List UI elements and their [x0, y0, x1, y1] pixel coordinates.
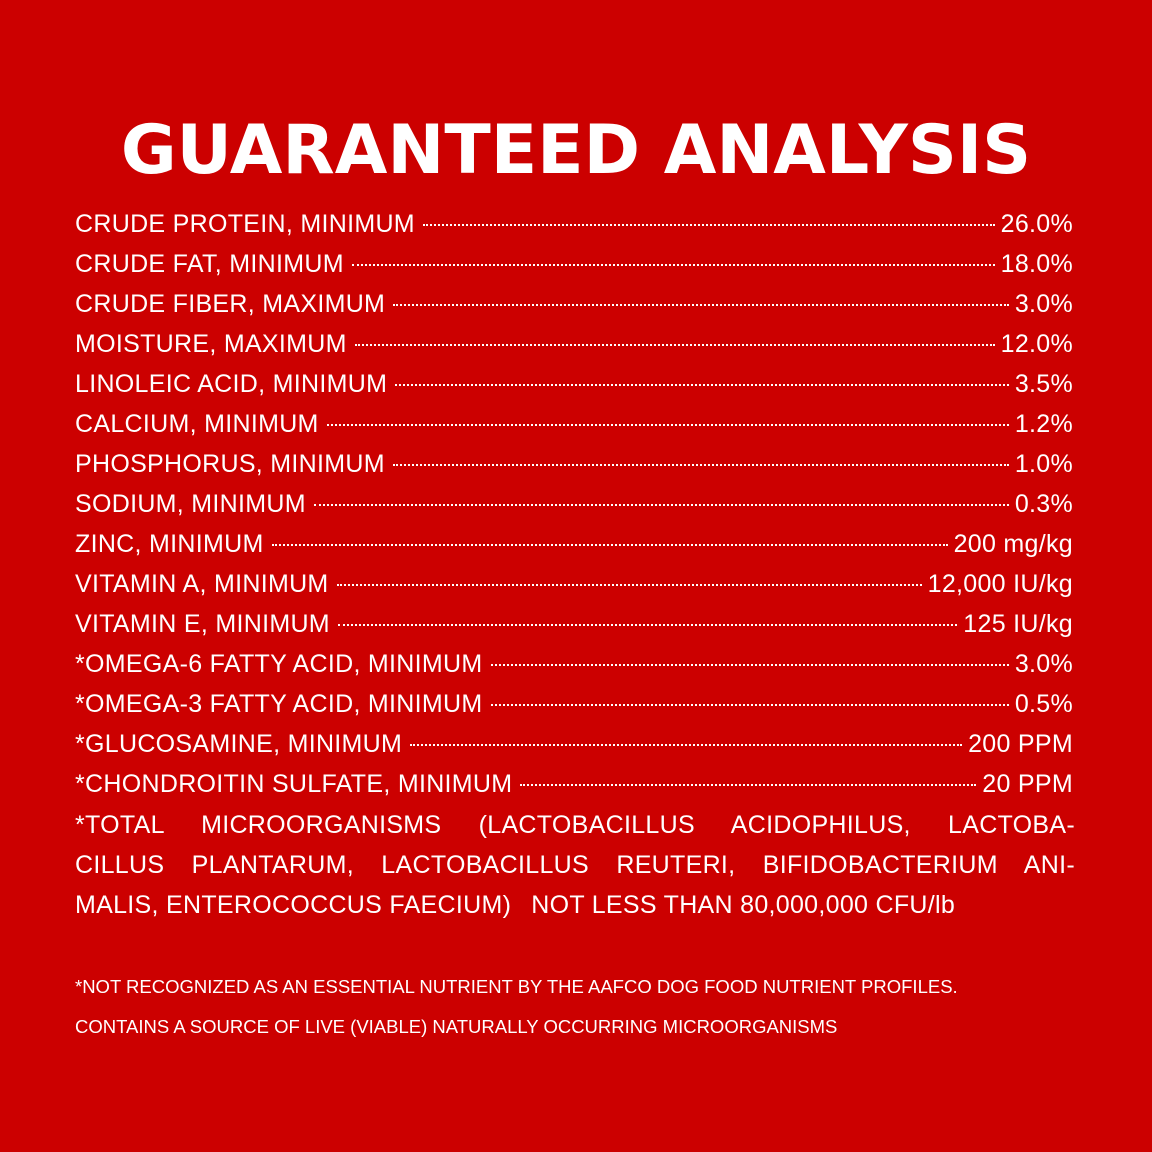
nutrient-label: SODIUM, MINIMUM: [75, 490, 306, 518]
nutrient-label: ZINC, MINIMUM: [75, 530, 264, 558]
nutrient-label: LINOLEIC ACID, MINIMUM: [75, 370, 388, 398]
microorganisms-line: *TOTAL MICROORGANISMS (LACTOBACILLUS ACI…: [75, 811, 1075, 839]
nutrient-label: CRUDE FAT, MINIMUM: [75, 250, 344, 278]
nutrient-value: 200 mg/kg: [953, 530, 1073, 558]
analysis-row: *GLUCOSAMINE, MINIMUM 200 PPM: [75, 724, 1073, 764]
analysis-row: VITAMIN A, MINIMUM 12,000 IU/kg: [75, 564, 1073, 604]
nutrient-value: 3.5%: [1014, 370, 1073, 398]
dot-leader: [336, 584, 922, 586]
nutrient-label: VITAMIN A, MINIMUM: [75, 570, 329, 598]
analysis-row: *OMEGA-3 FATTY ACID, MINIMUM 0.5%: [75, 684, 1073, 724]
nutrient-value: 1.0%: [1014, 450, 1073, 478]
nutrient-label: *OMEGA-6 FATTY ACID, MINIMUM: [75, 650, 483, 678]
nutrient-value: 1.2%: [1014, 410, 1073, 438]
dot-leader: [393, 304, 1009, 306]
dot-leader: [520, 784, 977, 786]
nutrient-label: CRUDE PROTEIN, MINIMUM: [75, 210, 415, 238]
nutrient-label: VITAMIN E, MINIMUM: [75, 610, 330, 638]
nutrient-value: 0.3%: [1014, 490, 1073, 518]
live-cultures-footnote: CONTAINS A SOURCE OF LIVE (VIABLE) NATUR…: [75, 1016, 838, 1037]
analysis-row: ZINC, MINIMUM 200 mg/kg: [75, 524, 1073, 564]
analysis-row: VITAMIN E, MINIMUM 125 IU/kg: [75, 604, 1073, 644]
microorganisms-value: NOT LESS THAN 80,000,000 CFU/lb: [531, 891, 956, 919]
page-title: GUARANTEED ANALYSIS: [120, 111, 1032, 190]
nutrient-value: 12,000 IU/kg: [927, 570, 1073, 598]
dot-leader: [490, 704, 1009, 706]
analysis-row: LINOLEIC ACID, MINIMUM 3.5%: [75, 364, 1073, 404]
microorganisms-statement: *TOTAL MICROORGANISMS (LACTOBACILLUS ACI…: [75, 805, 1075, 925]
dot-leader: [337, 624, 958, 626]
analysis-row: CRUDE FIBER, MAXIMUM 3.0%: [75, 284, 1073, 324]
nutrient-label: *OMEGA-3 FATTY ACID, MINIMUM: [75, 690, 483, 718]
analysis-row: MOISTURE, MAXIMUM 12.0%: [75, 324, 1073, 364]
nutrient-label: PHOSPHORUS, MINIMUM: [75, 450, 385, 478]
nutrient-label: CRUDE FIBER, MAXIMUM: [75, 290, 386, 318]
nutrient-value: 12.0%: [1000, 330, 1073, 358]
nutrient-value: 20 PPM: [982, 770, 1073, 798]
dot-leader: [351, 264, 995, 266]
dot-leader: [490, 664, 1009, 666]
nutrient-label: CALCIUM, MINIMUM: [75, 410, 319, 438]
dot-leader: [422, 224, 995, 226]
analysis-row: CRUDE PROTEIN, MINIMUM 26.0%: [75, 204, 1073, 244]
analysis-row: SODIUM, MINIMUM 0.3%: [75, 484, 1073, 524]
nutrient-value: 200 PPM: [968, 730, 1073, 758]
analysis-row: CRUDE FAT, MINIMUM 18.0%: [75, 244, 1073, 284]
dot-leader: [313, 504, 1009, 506]
analysis-row: *CHONDROITIN SULFATE, MINIMUM 20 PPM: [75, 764, 1073, 804]
dot-leader: [354, 344, 995, 346]
nutrient-label: *CHONDROITIN SULFATE, MINIMUM: [75, 770, 513, 798]
nutrient-value: 125 IU/kg: [963, 610, 1073, 638]
analysis-row: *OMEGA-6 FATTY ACID, MINIMUM 3.0%: [75, 644, 1073, 684]
nutrient-value: 18.0%: [1000, 250, 1073, 278]
nutrient-value: 0.5%: [1014, 690, 1073, 718]
analysis-row: PHOSPHORUS, MINIMUM 1.0%: [75, 444, 1073, 484]
nutrient-label: *GLUCOSAMINE, MINIMUM: [75, 730, 403, 758]
dot-leader: [392, 464, 1009, 466]
microorganisms-line: MALIS, ENTEROCOCCUS FAECIUM) NOT LESS THA…: [75, 885, 1075, 925]
microorganisms-line: CILLUS PLANTARUM, LACTOBACILLUS REUTERI,…: [75, 851, 1075, 879]
dot-leader: [410, 744, 963, 746]
microorganisms-label: MALIS, ENTEROCOCCUS FAECIUM): [75, 891, 512, 919]
dot-leader: [395, 384, 1009, 386]
nutrient-value: 3.0%: [1014, 650, 1073, 678]
nutrient-value: 3.0%: [1014, 290, 1073, 318]
nutrient-label: MOISTURE, MAXIMUM: [75, 330, 347, 358]
dot-leader: [326, 424, 1009, 426]
analysis-table: CRUDE PROTEIN, MINIMUM 26.0% CRUDE FAT, …: [75, 204, 1073, 804]
nutrient-value: 26.0%: [1000, 210, 1073, 238]
aafco-footnote: *NOT RECOGNIZED AS AN ESSENTIAL NUTRIENT…: [75, 976, 958, 997]
analysis-row: CALCIUM, MINIMUM 1.2%: [75, 404, 1073, 444]
dot-leader: [271, 544, 948, 546]
